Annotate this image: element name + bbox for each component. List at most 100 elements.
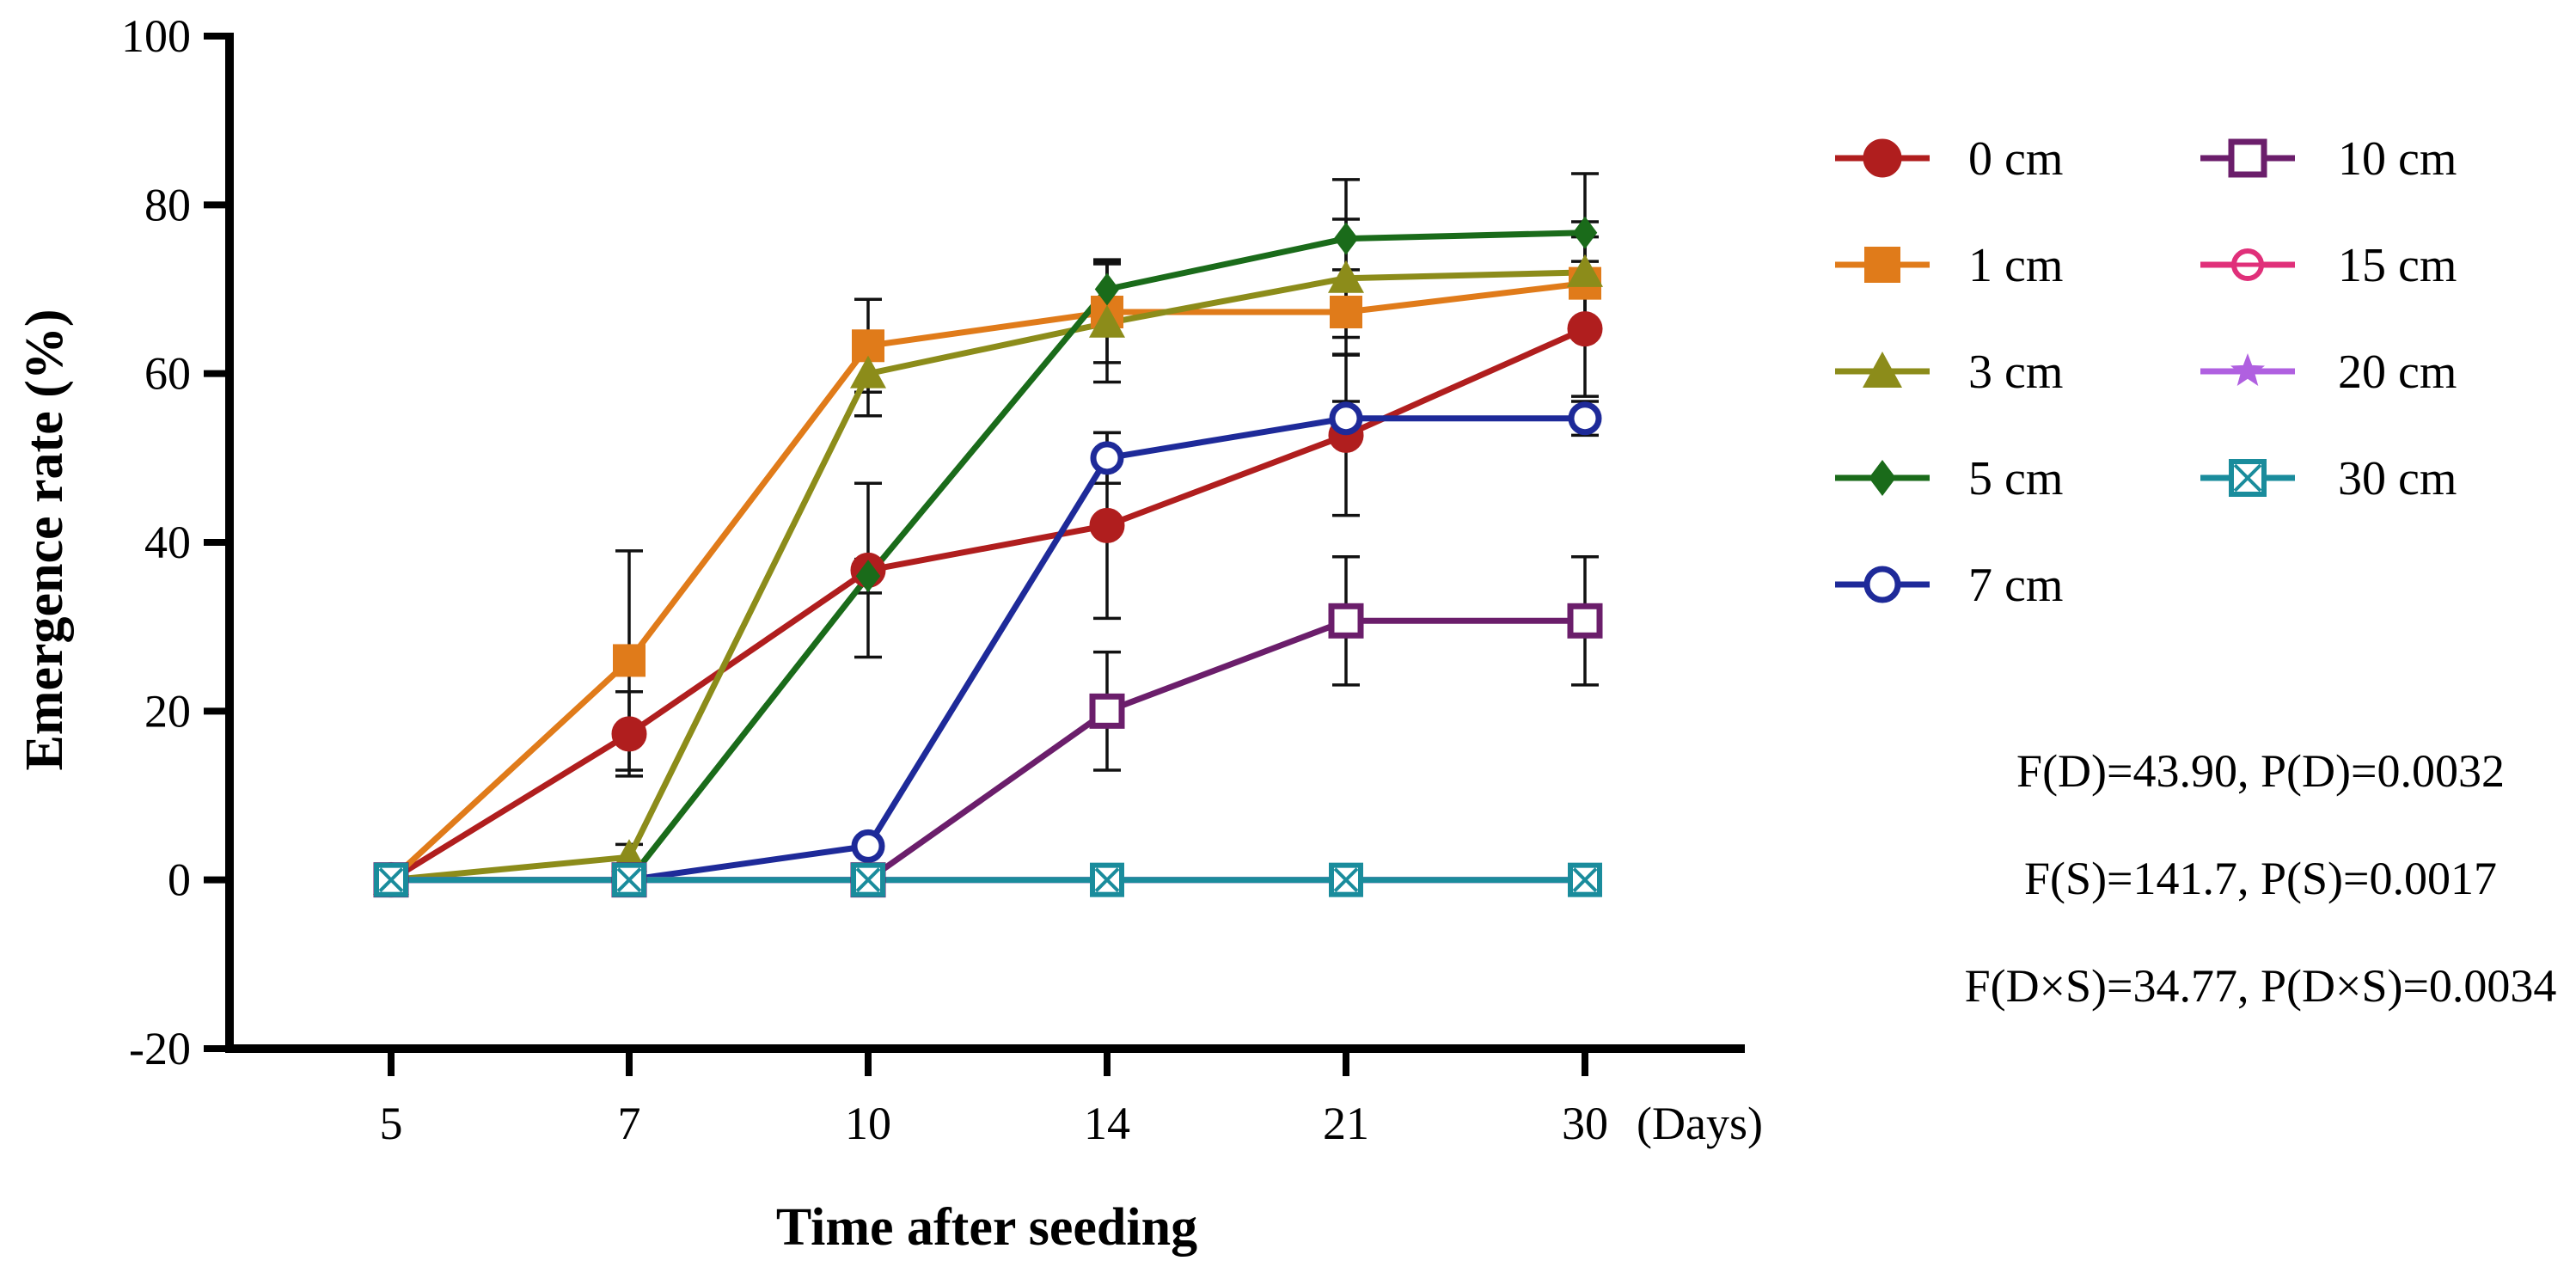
data-point (374, 862, 408, 897)
marker-shape (1333, 222, 1359, 255)
data-point (1089, 507, 1125, 543)
legend-marker (1863, 352, 1902, 388)
y-tick-label: 100 (121, 10, 191, 62)
marker-shape (1567, 254, 1603, 287)
x-ticks: 5 7 10 14 21 30 (380, 1049, 1608, 1149)
legend-marker (1864, 247, 1900, 283)
series-line (389, 280, 1586, 883)
legend-marker (1863, 138, 1902, 178)
annotations: F(D)=43.90, P(D)=0.0032 F(S)=141.7, P(S)… (1965, 745, 2557, 1012)
marker-shape (1089, 304, 1125, 338)
marker-shape (1863, 138, 1902, 178)
data-point (1094, 272, 1120, 306)
legend-marker (2228, 138, 2267, 178)
marker-shape (1863, 566, 1901, 603)
legend-marker (1863, 566, 1901, 603)
legend-label: 20 cm (2338, 346, 2457, 399)
legend-marker (1869, 460, 1896, 496)
series-10-cm (391, 554, 1599, 884)
marker-shape (1567, 311, 1603, 347)
data-point (1089, 693, 1125, 729)
marker-shape (1094, 272, 1120, 306)
legend-item-7-cm: 7 cm (1835, 559, 2063, 612)
data-point (1090, 862, 1124, 897)
axes (225, 33, 1745, 1053)
marker-cross (1333, 867, 1359, 893)
series-line (391, 415, 1585, 884)
legend-marker (2231, 248, 2264, 281)
data-point (1567, 311, 1603, 347)
legend-label: 1 cm (1968, 239, 2063, 292)
y-tick-label: 0 (168, 854, 191, 906)
marker-shape (1089, 507, 1125, 543)
markers-0-cm (373, 311, 1603, 898)
data-point (1568, 401, 1602, 436)
marker-cross (616, 867, 642, 893)
x-axis-unit: (Days) (1637, 1098, 1763, 1149)
data-point (851, 862, 885, 897)
data-point (1567, 254, 1603, 287)
data-point (1330, 296, 1362, 329)
legend-item-0-cm: 0 cm (1835, 132, 2063, 186)
x-tick-label: 10 (845, 1098, 891, 1149)
series-layer (373, 172, 1603, 898)
series-5-cm (391, 172, 1599, 884)
marker-cross (378, 867, 404, 893)
marker-cross (1094, 867, 1120, 893)
marker-shape (613, 644, 646, 677)
data-point (1089, 304, 1125, 338)
y-tick-label: 60 (144, 348, 191, 400)
x-axis-title: Time after seeding (776, 1198, 1197, 1257)
marker-cross (855, 867, 881, 893)
legend-item-5-cm: 5 cm (1835, 452, 2063, 505)
markers-30-cm (374, 862, 1602, 897)
marker-shape (1089, 693, 1125, 729)
data-point (1572, 216, 1598, 249)
data-point (1333, 222, 1359, 255)
y-ticks: 100 80 60 40 20 0 -20 (121, 10, 229, 1074)
legend: 0 cm 1 cm 3 cm 5 cm 7 cm 10 cm 15 cm 20 cm 30 cm (1835, 132, 2457, 612)
x-tick-label: 14 (1084, 1098, 1130, 1149)
data-point (1329, 862, 1363, 897)
marker-shape (1330, 296, 1362, 329)
marker-shape (1567, 603, 1603, 639)
marker-cross (1572, 867, 1598, 893)
marker-shape (850, 355, 886, 389)
marker-cross (2233, 463, 2262, 493)
legend-label: 5 cm (1968, 452, 2063, 505)
x-tick-label: 21 (1323, 1098, 1369, 1149)
legend-marker (2230, 353, 2265, 386)
marker-shape (1328, 603, 1364, 639)
marker-shape (1863, 352, 1902, 388)
legend-item-20-cm: 20 cm (2200, 346, 2457, 399)
x-tick-label: 5 (380, 1098, 403, 1149)
marker-shape (1864, 247, 1900, 283)
legend-label: 3 cm (1968, 346, 2063, 399)
series-7-cm (391, 400, 1599, 884)
annotation-stat-s: F(S)=141.7, P(S)=0.0017 (2024, 853, 2497, 904)
data-point (613, 644, 646, 677)
series-line (391, 617, 1585, 884)
data-point (1328, 603, 1364, 639)
y-tick-label: 80 (144, 179, 191, 230)
marker-shape (1869, 460, 1896, 496)
marker-shape (1568, 401, 1602, 436)
data-point (851, 829, 885, 863)
legend-label: 0 cm (1968, 132, 2063, 186)
markers-1-cm (375, 266, 1601, 897)
data-point (611, 716, 647, 752)
marker-shape (1329, 401, 1363, 436)
marker-shape (2230, 353, 2265, 386)
legend-label: 15 cm (2338, 239, 2457, 292)
y-axis-title: Emergence rate (%) (15, 309, 74, 770)
marker-shape (855, 560, 881, 593)
legend-label: 30 cm (2338, 452, 2457, 505)
x-tick-label: 30 (1562, 1098, 1608, 1149)
data-point (1567, 603, 1603, 639)
series-1-cm (389, 235, 1599, 883)
data-point (1329, 401, 1363, 436)
legend-label: 10 cm (2338, 132, 2457, 186)
y-tick-label: -20 (129, 1023, 191, 1074)
marker-shape (611, 716, 647, 752)
